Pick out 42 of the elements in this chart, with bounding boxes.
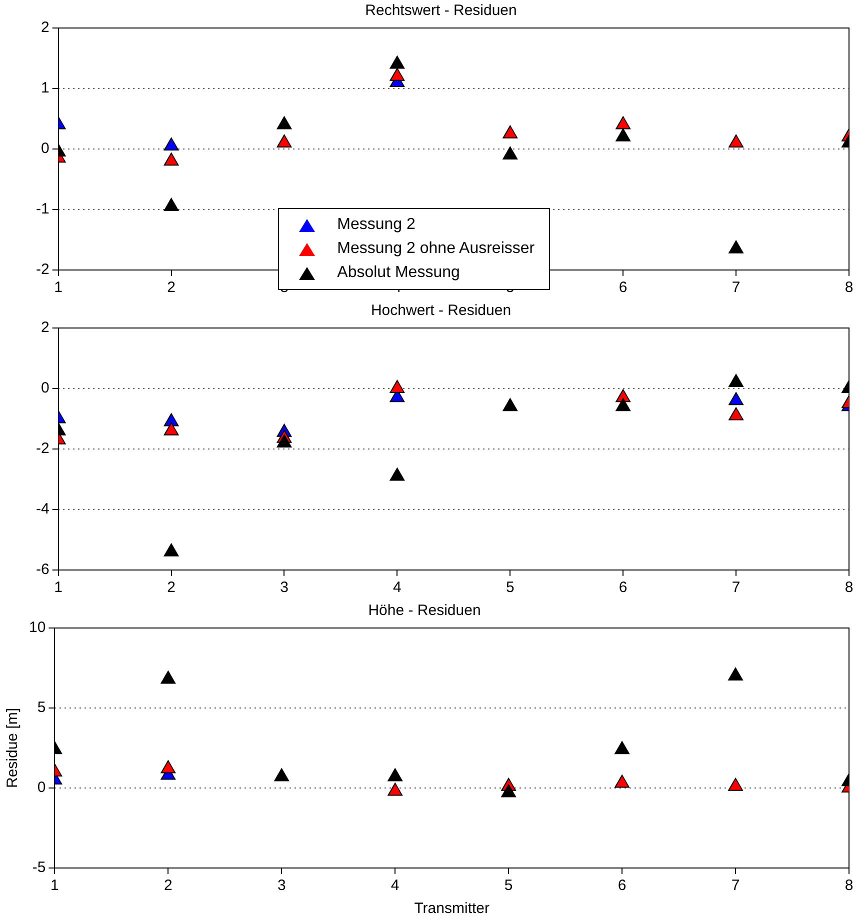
chart-title: Hochwert - Residuen [370,302,512,320]
y-tick-label: 2 [40,19,50,36]
y-tick-label: -5 [32,859,46,876]
y-tick-label: 0 [37,779,46,796]
x-tick-label: 1 [54,579,63,596]
y-tick-label: -2 [36,440,50,458]
x-tick-label: 4 [393,579,402,596]
legend-label: Absolut Messung [337,263,460,283]
x-tick-label: 6 [618,877,626,894]
y-tick-label: 0 [40,380,50,397]
x-tick-label: 8 [844,579,854,596]
y-tick-label: 1 [40,80,50,97]
y-tick-label: -1 [36,200,50,218]
x-tick-label: 7 [732,579,740,596]
x-tick-label: 5 [504,877,513,894]
x-tick-label: 3 [277,877,286,894]
x-tick-label: 7 [731,877,740,894]
y-tick-label: -4 [36,500,50,518]
x-axis-title: Transmitter [414,900,490,918]
x-tick-label: 4 [390,877,400,894]
y-axis-title: Residue [m] [4,708,22,788]
legend-label: Messung 2 ohne Ausreisser [337,239,535,259]
y-tick-label: 10 [28,619,46,636]
y-tick-label: -6 [36,561,50,578]
x-tick-label: 7 [732,279,740,296]
x-tick-label: 8 [844,279,854,296]
y-tick-label: -2 [36,261,50,278]
x-tick-label: 2 [167,579,176,596]
y-tick-label: 5 [37,699,46,716]
x-tick-label: 2 [167,279,176,296]
x-tick-label: 1 [54,279,63,296]
chart-title: Rechtswert - Residuen [365,2,517,20]
x-tick-label: 6 [618,579,628,596]
x-tick-label: 6 [618,279,628,296]
y-tick-label: 0 [40,140,50,158]
y-tick-label: 2 [40,319,50,336]
legend-label: Messung 2 [337,215,416,235]
chart-title: Höhe - Residuen [368,602,481,620]
x-tick-label: 3 [280,579,288,596]
x-tick-label: 2 [164,877,172,894]
x-tick-label: 5 [506,579,514,596]
x-tick-label: 8 [844,877,854,894]
